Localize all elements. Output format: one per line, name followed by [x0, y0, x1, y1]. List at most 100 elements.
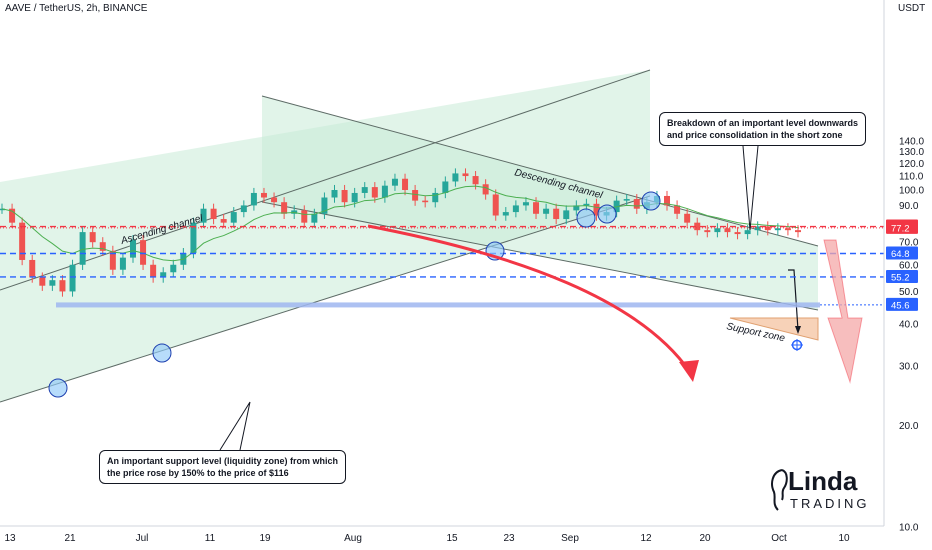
projection-big-arrow	[823, 239, 863, 384]
support-callout-line: the price rose by 150% to the price of $…	[107, 468, 289, 478]
candle-body	[553, 208, 560, 220]
candle-body	[573, 205, 580, 211]
touch-point-marker	[576, 208, 596, 228]
price-badge-label: 77.2	[891, 223, 910, 234]
y-tick-label: 90.0	[899, 201, 919, 212]
price-badge-label: 55.2	[891, 272, 910, 283]
candle-body	[190, 222, 197, 254]
candle-body	[442, 181, 449, 193]
candle-body	[160, 272, 167, 278]
price-badge	[886, 220, 918, 234]
candle-body	[593, 203, 600, 216]
x-tick-label: 15	[446, 533, 458, 544]
candle-body	[19, 222, 26, 260]
candle-body	[49, 280, 56, 286]
x-tick-label: 19	[259, 533, 271, 544]
candle-body	[492, 194, 499, 216]
candle-body	[704, 230, 711, 233]
ascending-channel-lower-line	[0, 195, 651, 403]
candle-body	[129, 240, 136, 258]
y-tick-label: 30.0	[899, 362, 919, 373]
candle-body	[774, 228, 781, 231]
candle-body	[240, 205, 247, 213]
candle-body	[341, 190, 348, 203]
candle-body	[301, 210, 308, 223]
y-tick-label: 140.0	[899, 136, 924, 147]
y-tick-label: 110.0	[899, 172, 924, 183]
support-callout-pointer	[219, 401, 251, 451]
price-badge	[886, 246, 918, 260]
y-tick-label: 50.0	[899, 287, 919, 298]
candle-body	[472, 176, 479, 185]
logo-face-icon	[771, 469, 788, 511]
candle-body	[452, 173, 459, 182]
candle-body	[109, 250, 116, 270]
candle-body	[482, 184, 489, 195]
candle-body	[170, 264, 177, 273]
candle-body	[623, 199, 630, 201]
candle-body	[633, 199, 640, 209]
price-badge-label: 64.8	[891, 249, 910, 260]
x-tick-label: Aug	[344, 533, 362, 544]
y-tick-label: 60.0	[899, 260, 919, 271]
candle-body	[724, 228, 731, 233]
y-tick-label: 130.0	[899, 147, 924, 158]
candle-body	[260, 192, 267, 198]
candle-body	[39, 277, 46, 286]
candle-body	[764, 226, 771, 231]
candle-body	[281, 202, 288, 214]
candle-body	[29, 259, 36, 278]
projection-line	[788, 269, 799, 331]
linda-trading-logo: Linda TRADING	[768, 466, 868, 514]
support-callout: An important support level (liquidity zo…	[99, 450, 347, 484]
ascending-channel-upper-line	[0, 69, 651, 291]
x-tick-label: 23	[503, 533, 515, 544]
candle-body	[210, 208, 217, 220]
candle-body	[664, 195, 671, 206]
price-badge	[886, 297, 918, 311]
candle-body	[9, 208, 16, 223]
support-zone-shape	[729, 317, 819, 341]
candle-body	[684, 213, 691, 223]
candle-body	[714, 228, 721, 233]
projection-arrowhead	[795, 326, 801, 334]
x-tick-label: 11	[205, 533, 216, 544]
descending-channel-lower-line	[261, 201, 819, 311]
x-tick-label: 13	[4, 533, 16, 544]
y-tick-label: 20.0	[899, 421, 919, 432]
candle-body	[250, 192, 257, 206]
candle-body	[402, 178, 409, 190]
breakdown-arrow	[367, 224, 692, 373]
x-tick-label: Sep	[561, 533, 579, 544]
descending-channel-upper-line	[261, 95, 819, 247]
candle-body	[59, 280, 66, 292]
moving-average-line	[1, 185, 799, 262]
candle-body	[432, 192, 439, 203]
x-tick-label: 12	[640, 533, 652, 544]
breakdown-callout-line: and price consolidation in the short zon…	[667, 130, 843, 140]
candle-body	[150, 264, 157, 278]
breakdown-arrowhead	[679, 360, 699, 382]
candle-body	[583, 203, 590, 206]
candle-body	[140, 240, 147, 265]
breakdown-callout-line: Breakdown of an important level downward…	[667, 118, 859, 128]
x-tick-label: 21	[64, 533, 76, 544]
candle-body	[119, 257, 126, 270]
candle-body	[694, 222, 701, 231]
candle-body	[502, 212, 509, 216]
candle-body	[371, 187, 378, 198]
descending-channel-zone	[262, 96, 818, 310]
chart-title: AAVE / TetherUS, 2h, BINANCE	[5, 3, 148, 14]
candle-body	[795, 230, 801, 233]
touch-point-marker	[152, 343, 172, 363]
candle-body	[381, 185, 388, 198]
logo-text: Linda	[788, 466, 858, 496]
candle-body	[69, 264, 76, 292]
candle-body	[271, 197, 278, 203]
price-badge	[886, 269, 918, 283]
touch-point-marker	[641, 191, 661, 211]
y-tick-label: 120.0	[899, 159, 924, 170]
x-tick-label: Oct	[771, 533, 787, 544]
